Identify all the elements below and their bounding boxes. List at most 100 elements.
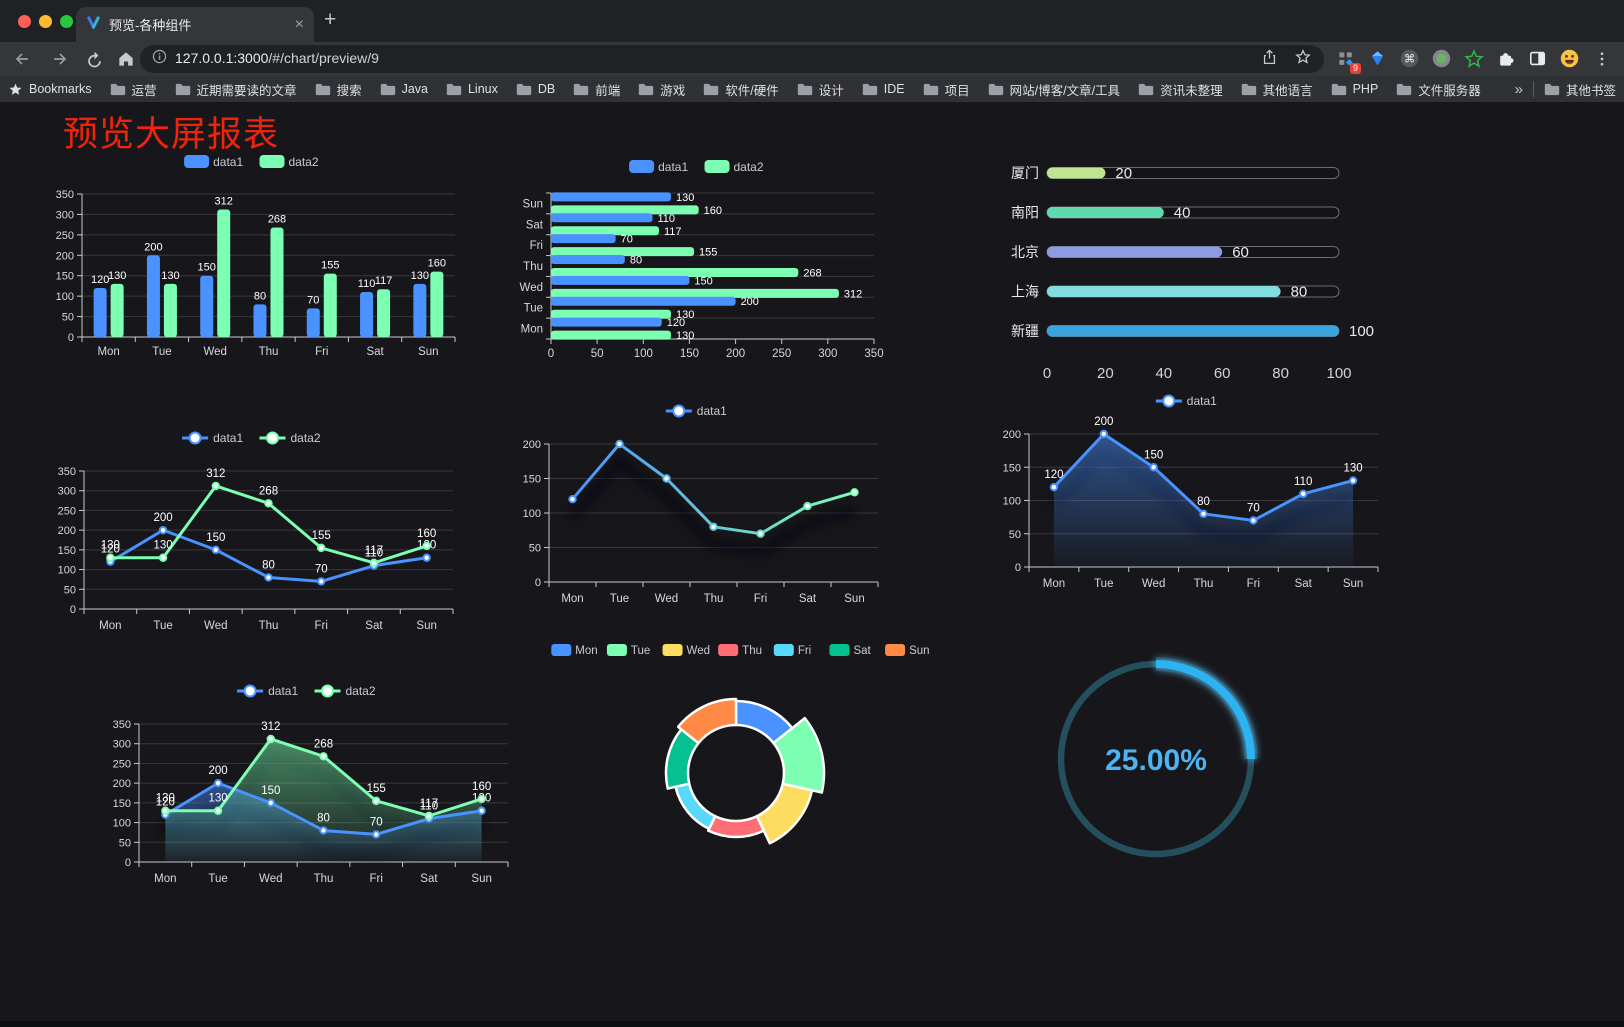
forward-button[interactable] bbox=[48, 47, 72, 71]
svg-text:250: 250 bbox=[56, 230, 74, 242]
bookmark-folder[interactable]: Linux bbox=[446, 82, 498, 96]
split-screen-extension-icon[interactable] bbox=[1525, 46, 1550, 71]
share-icon[interactable] bbox=[1261, 48, 1278, 71]
svg-text:120: 120 bbox=[667, 317, 685, 329]
bookmarks-overflow-chevron[interactable]: » bbox=[1514, 80, 1523, 98]
gem-extension-icon[interactable] bbox=[1365, 46, 1390, 71]
svg-text:110: 110 bbox=[358, 278, 376, 290]
browser-tab[interactable]: 预览-各种组件 × bbox=[76, 7, 314, 42]
svg-text:Tue: Tue bbox=[631, 645, 650, 657]
bookmarks-separator bbox=[1532, 81, 1534, 97]
recorder-extension-icon[interactable] bbox=[1429, 46, 1454, 71]
bookmark-folder[interactable]: 项目 bbox=[923, 80, 970, 99]
bookmark-folder[interactable]: Java bbox=[380, 82, 428, 96]
svg-text:312: 312 bbox=[844, 288, 862, 300]
svg-text:200: 200 bbox=[58, 525, 76, 537]
bookmark-folder-label: Java bbox=[401, 82, 428, 96]
site-info-icon[interactable] bbox=[152, 49, 167, 69]
browser-menu-icon[interactable] bbox=[1589, 46, 1614, 71]
svg-text:0: 0 bbox=[548, 348, 554, 360]
extension-badge: 9 bbox=[1349, 63, 1361, 74]
bookmark-folder[interactable]: 网站/博客/文章/工具 bbox=[988, 80, 1120, 99]
svg-text:0: 0 bbox=[1043, 365, 1051, 382]
chart-line-gradient[interactable]: data1 0 50 100 150 200 Mon Tue Wed Thu Fri Sat Sun bbox=[505, 398, 890, 610]
svg-text:Sat: Sat bbox=[366, 346, 384, 358]
emoji-extension-icon[interactable] bbox=[1557, 46, 1582, 71]
back-button[interactable] bbox=[10, 47, 34, 71]
bookmark-folder[interactable]: PHP bbox=[1331, 82, 1378, 96]
chart-area-single[interactable]: data1 0 50 100 150 200 Mon Tue Wed Thu Fri Sat Sun 12… bbox=[985, 388, 1390, 595]
close-window-button[interactable] bbox=[18, 15, 31, 28]
svg-text:130: 130 bbox=[1343, 463, 1362, 475]
bookmark-folder-label: 设计 bbox=[818, 83, 844, 98]
bookmark-folder[interactable]: 近期需要读的文章 bbox=[175, 80, 297, 99]
puzzle-extensions-icon[interactable] bbox=[1493, 46, 1518, 71]
svg-text:Fri: Fri bbox=[1247, 578, 1260, 590]
bookmark-folder[interactable]: IDE bbox=[862, 82, 905, 96]
bookmark-folder[interactable]: 软件/硬件 bbox=[703, 80, 779, 99]
minimize-window-button[interactable] bbox=[39, 15, 52, 28]
zoom-window-button[interactable] bbox=[60, 15, 73, 28]
bookmark-folder[interactable]: 设计 bbox=[797, 80, 844, 99]
chart-line-two-series[interactable]: data1 data2 0 50 100 150 200 250 300 350 Mon Tue Wed… bbox=[40, 425, 465, 637]
bookmark-folder[interactable]: 文件服务器 bbox=[1396, 80, 1481, 99]
bookmark-folder-label: 游戏 bbox=[660, 83, 686, 98]
bookmark-folder[interactable]: 其他语言 bbox=[1241, 80, 1313, 99]
svg-text:70: 70 bbox=[621, 234, 633, 246]
svg-text:Thu: Thu bbox=[523, 261, 543, 273]
bookmark-folder[interactable]: 运营 bbox=[110, 80, 157, 99]
svg-text:50: 50 bbox=[1009, 529, 1021, 541]
url-bar[interactable]: 127.0.0.1:3000/#/chart/preview/9 bbox=[140, 45, 1324, 73]
svg-text:155: 155 bbox=[321, 260, 339, 272]
chart-bar-vertical[interactable]: data1 data2 0 50 100 150 200 250 300 350 Mon Tue Wed… bbox=[40, 148, 465, 363]
svg-text:70: 70 bbox=[307, 294, 319, 306]
green-star-extension-icon[interactable] bbox=[1461, 46, 1486, 71]
bookmark-folder[interactable]: 前端 bbox=[573, 80, 620, 99]
svg-text:80: 80 bbox=[1291, 284, 1308, 301]
svg-text:110: 110 bbox=[420, 801, 438, 813]
svg-text:160: 160 bbox=[417, 528, 436, 540]
svg-text:120: 120 bbox=[1044, 469, 1063, 481]
bookmark-folder[interactable]: 资讯未整理 bbox=[1138, 80, 1223, 99]
svg-text:150: 150 bbox=[261, 785, 280, 797]
svg-text:80: 80 bbox=[262, 559, 275, 571]
svg-text:300: 300 bbox=[113, 739, 131, 751]
svg-text:Mon: Mon bbox=[154, 873, 176, 885]
tab-close-icon[interactable]: × bbox=[294, 15, 304, 33]
password-manager-extension-icon[interactable]: 9 bbox=[1333, 46, 1361, 74]
svg-text:新疆: 新疆 bbox=[1011, 323, 1039, 339]
bookmark-folder[interactable]: 搜索 bbox=[315, 80, 362, 99]
new-tab-button[interactable]: + bbox=[324, 8, 337, 31]
command-extension-icon[interactable]: ⌘ bbox=[1397, 46, 1422, 71]
svg-text:50: 50 bbox=[62, 312, 74, 324]
chart-area-two-series[interactable]: data1 data2 0 50 100 150 200 250 300 350 Mon Tue Wed… bbox=[95, 678, 520, 890]
svg-text:150: 150 bbox=[680, 348, 699, 360]
bookmarks-manager-item[interactable]: Bookmarks bbox=[8, 82, 92, 97]
window-bottom-edge bbox=[0, 1021, 1624, 1027]
svg-text:200: 200 bbox=[56, 250, 74, 262]
other-bookmarks-folder[interactable]: 其他书签 bbox=[1544, 80, 1616, 99]
chart-rose-pie[interactable]: Mon Tue Wed Thu Fri Sat Sun bbox=[535, 636, 945, 866]
reload-button[interactable] bbox=[82, 47, 106, 71]
chart-bar-horizontal[interactable]: data1 data2 0 50 100 150 200 250 300 350 Sun 130 160… bbox=[505, 153, 890, 365]
bookmark-folder[interactable]: 游戏 bbox=[638, 80, 685, 99]
bookmark-star-icon[interactable] bbox=[1294, 48, 1312, 71]
svg-text:Sun: Sun bbox=[416, 620, 436, 632]
svg-text:160: 160 bbox=[704, 205, 722, 217]
svg-text:70: 70 bbox=[1247, 502, 1260, 514]
svg-text:Tue: Tue bbox=[1094, 578, 1113, 590]
svg-text:130: 130 bbox=[153, 540, 172, 552]
svg-text:Fri: Fri bbox=[315, 620, 328, 632]
bookmark-folder[interactable]: DB bbox=[516, 82, 555, 96]
chart-progress-bars[interactable]: 厦门 20 南阳 40 北京 60 上海 80 新疆 100 0 20 40 60 80 100 bbox=[985, 151, 1390, 388]
svg-text:60: 60 bbox=[1232, 244, 1249, 261]
home-button[interactable] bbox=[114, 47, 138, 71]
svg-text:200: 200 bbox=[1003, 429, 1021, 441]
svg-text:Mon: Mon bbox=[99, 620, 121, 632]
svg-text:150: 150 bbox=[694, 275, 712, 287]
bookmark-folder-label: 文件服务器 bbox=[1418, 83, 1481, 98]
svg-text:300: 300 bbox=[818, 348, 837, 360]
svg-text:200: 200 bbox=[741, 296, 759, 308]
chart-gauge-progress[interactable]: 25.00% bbox=[1045, 648, 1267, 866]
svg-text:Mon: Mon bbox=[561, 593, 583, 605]
